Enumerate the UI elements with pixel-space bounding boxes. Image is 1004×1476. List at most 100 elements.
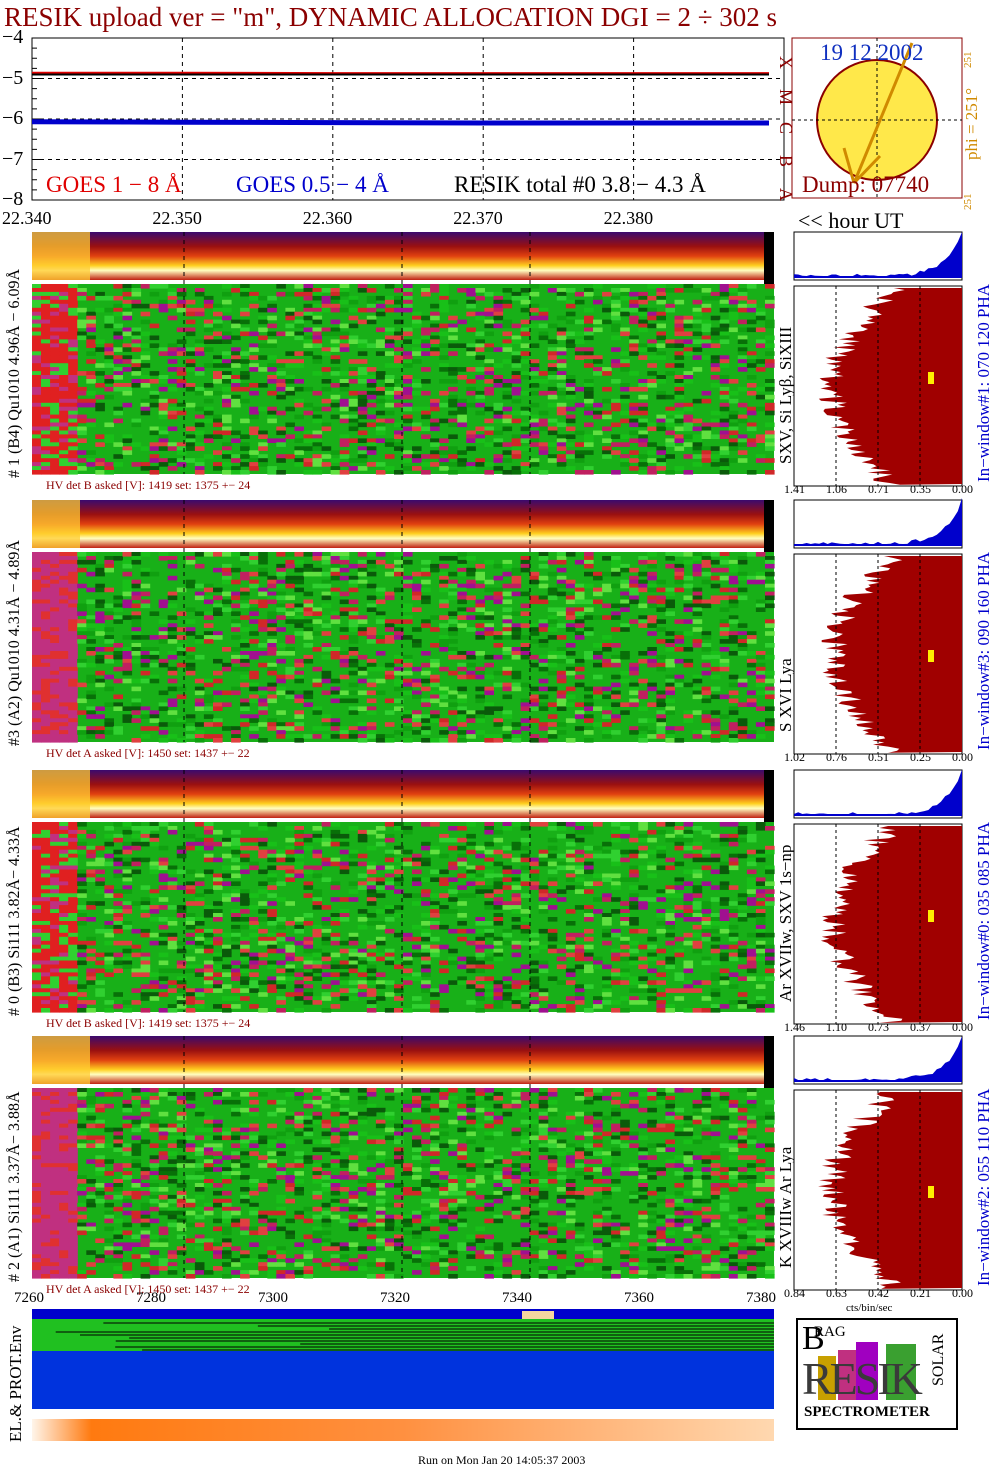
heatmap-cell (231, 928, 241, 934)
heatmap-cell (574, 714, 585, 719)
heatmap-cell (50, 909, 60, 914)
heatmap-cell (611, 694, 621, 700)
heatmap-cell (765, 694, 775, 700)
heatmap-cell (484, 654, 494, 660)
heatmap-cell (439, 575, 449, 581)
heatmap-cell (394, 386, 404, 392)
heatmap-cell (439, 738, 449, 743)
heatmap-cell (41, 295, 51, 301)
phi-top: 251 (962, 51, 974, 69)
heatmap-cell (50, 932, 60, 938)
heatmap-cell (330, 694, 341, 700)
heatmap-cell (511, 339, 522, 344)
heatmap-cell (303, 960, 314, 966)
heatmap-cell (665, 686, 675, 692)
heatmap-cell (321, 299, 332, 305)
heatmap-cell (231, 466, 241, 471)
heatmap-cell (457, 375, 467, 380)
heatmap-cell (466, 291, 476, 297)
heatmap-cell (547, 591, 558, 597)
heatmap-cell (77, 426, 87, 432)
heatmap-cell (755, 670, 766, 676)
heatmap-cell (240, 556, 250, 561)
heatmap-cell (511, 291, 522, 297)
heatmap-cell (104, 940, 114, 946)
heatmap-cell (692, 462, 703, 467)
heatmap-cell (611, 402, 621, 408)
heatmap-cell (403, 359, 413, 364)
heatmap-cell (194, 386, 205, 392)
heatmap-cell (41, 386, 51, 392)
panel-0-spectrogram (32, 232, 775, 494)
heatmap-cell (484, 323, 494, 329)
heatmap-cell (719, 406, 730, 412)
heatmap-cell (32, 837, 42, 843)
heatmap-cell (565, 651, 576, 656)
heatmap-cell (249, 698, 259, 704)
heatmap-cell (249, 714, 259, 719)
heatmap-cell (68, 422, 78, 428)
heatmap-cell (421, 686, 431, 692)
heatmap-cell (194, 552, 205, 557)
heatmap-cell (674, 631, 685, 636)
heatmap-cell (285, 647, 295, 652)
heatmap-cell (41, 583, 51, 589)
heatmap-cell (113, 952, 123, 958)
heatmap-cell (430, 718, 440, 723)
heatmap-cell (77, 331, 87, 337)
heatmap-cell (41, 873, 51, 879)
heatmap-cell (122, 563, 133, 569)
heatmap-cell (50, 988, 60, 993)
heatmap-cell (520, 591, 531, 597)
heatmap-cell (647, 552, 657, 557)
heatmap-cell (330, 647, 341, 652)
heatmap-cell (41, 291, 51, 297)
heatmap-cell (502, 619, 513, 624)
heatmap-cell (249, 579, 259, 585)
heatmap-cell (647, 284, 657, 289)
heatmap-cell (213, 988, 223, 993)
heatmap-cell (41, 458, 51, 463)
heatmap-cell (104, 928, 114, 934)
heatmap-cell (348, 948, 359, 954)
heatmap-cell (312, 826, 323, 831)
heatmap-cell (104, 422, 114, 428)
heatmap-cell (131, 623, 142, 628)
heatmap-cell (755, 575, 766, 581)
heatmap-cell (430, 714, 440, 719)
heatmap-cell (213, 331, 223, 337)
heatmap-cell (203, 845, 214, 851)
heatmap-cell (647, 730, 657, 735)
heatmap-cell (547, 375, 558, 380)
heatmap-cell (394, 905, 404, 910)
heatmap-cell (249, 921, 259, 926)
heatmap-cell (77, 323, 87, 329)
heatmap-cell (629, 662, 639, 668)
heatmap-cell (665, 430, 675, 436)
heatmap-cell (104, 587, 114, 593)
heatmap-cell (366, 595, 377, 601)
heatmap-cell (602, 730, 612, 735)
heatmap-cell (692, 690, 703, 696)
heatmap-cell (529, 418, 540, 424)
heatmap-cell (294, 710, 304, 715)
heatmap-cell (439, 402, 449, 408)
heatmap-cell (267, 466, 277, 471)
heatmap-cell (59, 909, 69, 914)
heatmap-cell (710, 710, 721, 715)
heatmap-cell (294, 984, 304, 989)
heatmap-cell (430, 335, 440, 341)
heatmap-cell (439, 323, 449, 329)
heatmap-cell (710, 583, 721, 589)
heatmap-cell (547, 722, 558, 727)
heatmap-cell (122, 829, 133, 835)
heatmap-cell (32, 375, 42, 380)
heatmap-cell (50, 722, 60, 727)
heatmap-cell (140, 996, 151, 1001)
heatmap-cell (746, 307, 757, 313)
heatmap-cell (556, 462, 567, 467)
heatmap-cell (448, 351, 458, 356)
heatmap-cell (59, 383, 69, 388)
heatmap-cell (375, 343, 386, 348)
heatmap-cell (267, 865, 277, 871)
